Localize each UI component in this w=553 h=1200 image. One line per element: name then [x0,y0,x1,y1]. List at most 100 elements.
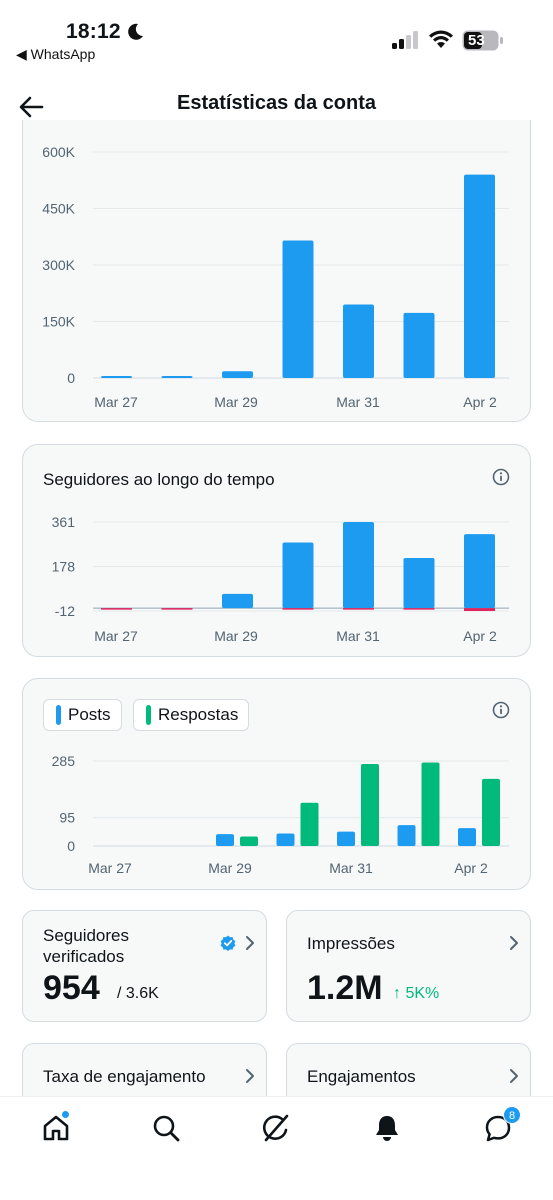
y-tick-label: 0 [67,370,75,386]
y-tick-label: 95 [59,810,75,826]
posts-bar [216,834,234,846]
x-tick-label: Mar 31 [336,394,380,410]
page-title: Estatísticas da conta [177,92,376,114]
replies-bar [482,778,500,846]
bar [161,376,193,378]
impressions-label: Impressões [307,934,395,953]
y-tick-label: 0 [67,838,75,854]
status-time: 18:12 [66,20,121,43]
loss-bar [464,608,495,611]
x-tick-label: Apr 2 [454,860,488,876]
engagements-label: Engajamentos [307,1067,416,1086]
search-icon[interactable] [151,1113,181,1143]
y-tick-label: 450K [42,201,75,217]
wifi-icon [429,30,453,48]
verified-followers-value: 954 [43,969,100,1007]
loss-bar [343,608,374,610]
loss-bar [101,608,132,610]
legend-replies-label: Respostas [158,705,239,724]
back-to-app-link[interactable]: ◀ WhatsApp [16,46,96,62]
messages-icon[interactable] [483,1113,513,1143]
y-tick-label: -12 [55,603,75,619]
verified-followers-total: / 3.6K [117,985,159,1002]
legend-replies-swatch [146,705,151,725]
info-icon[interactable] [492,701,510,719]
replies-bar [361,763,379,846]
loss-bar [161,608,193,610]
y-tick-label: 300K [42,257,75,273]
posts-chart-card: Posts Respostas 285 95 0 Mar 27 Mar 29 Mar 31… [22,678,531,890]
chevron-right-icon [246,936,254,950]
bar [464,174,495,378]
battery-indicator: 53 [462,30,504,57]
notifications-icon[interactable] [372,1113,402,1143]
gain-bar [282,542,314,609]
x-tick-label: Mar 29 [214,394,258,410]
battery-level: 53 [468,32,485,49]
x-tick-label: Mar 29 [208,860,252,876]
back-arrow-icon[interactable] [18,94,44,120]
status-bar: 18:12 ◀ WhatsApp 53 [0,0,553,70]
x-tick-label: Mar 31 [336,628,380,644]
bar [222,371,253,378]
gain-bar [403,558,435,609]
followers-chart: 361 178 -12 Mar 27 Mar 29 Mar 31 Apr 2 [52,514,509,644]
verified-followers-card[interactable]: Seguidores verificados 954 / 3.6K [22,910,267,1022]
y-tick-label: 178 [52,559,76,575]
x-tick-label: Mar 31 [329,860,373,876]
x-tick-label: Mar 27 [94,628,138,644]
impressions-chart: 600K 450K 300K 150K 0 Mar 27 Mar 29 Mar 31 Apr 2 [42,144,509,410]
header: Estatísticas da conta [0,80,553,132]
gain-bar [222,593,253,609]
gain-bar [343,522,374,609]
loss-bar [403,608,435,610]
signal-icon [392,31,418,49]
legend-posts[interactable]: Posts [43,699,122,731]
x-tick-label: Mar 27 [88,860,132,876]
posts-bar [276,833,295,846]
x-tick-label: Apr 2 [463,394,497,410]
legend-posts-swatch [56,705,61,725]
chevron-right-icon [510,936,518,950]
home-icon[interactable] [41,1113,71,1143]
y-tick-label: 600K [42,144,75,160]
posts-bar [458,828,476,846]
bar [101,376,132,378]
y-tick-label: 361 [52,514,76,530]
legend-replies[interactable]: Respostas [133,699,250,731]
bar [343,304,374,378]
posts-bar [397,825,416,846]
replies-bar [421,762,440,846]
grok-icon[interactable] [261,1113,291,1143]
replies-bar [240,836,258,846]
verified-badge-icon [220,935,236,951]
replies-bar [300,802,319,846]
y-tick-label: 150K [42,314,75,330]
x-tick-label: Apr 2 [463,628,497,644]
followers-chart-title: Seguidores ao longo do tempo [43,470,275,489]
verified-followers-label: Seguidores verificados [43,926,130,966]
bar [282,240,314,378]
x-tick-label: Mar 29 [214,628,258,644]
home-unread-dot [61,1110,70,1119]
y-tick-label: 285 [52,753,76,769]
tab-bar: 8 [0,1096,553,1200]
moon-icon [128,23,143,40]
followers-chart-card: Seguidores ao longo do tempo 361 178 -12 Ma… [22,444,531,657]
info-icon[interactable] [492,468,510,486]
loss-bar [282,608,314,610]
impressions-chart-card: 600K 450K 300K 150K 0 Mar 27 Mar 29 Mar 31 Apr 2 [22,120,531,422]
impressions-card[interactable]: Impressões 1.2M ↑ 5K% [286,910,531,1022]
legend-posts-label: Posts [68,705,111,724]
engagement-rate-label: Taxa de engajamento [43,1067,206,1086]
bar [403,312,435,378]
messages-badge: 8 [503,1106,521,1124]
chevron-right-icon [510,1069,518,1083]
posts-chart: 285 95 0 Mar 27 Mar 29 Mar 31 Apr 2 [52,753,509,876]
impressions-value: 1.2M [307,969,383,1007]
chevron-right-icon [246,1069,254,1083]
impressions-delta: ↑ 5K% [393,985,440,1002]
gain-bar [464,534,495,609]
posts-bar [337,831,355,846]
x-tick-label: Mar 27 [94,394,138,410]
